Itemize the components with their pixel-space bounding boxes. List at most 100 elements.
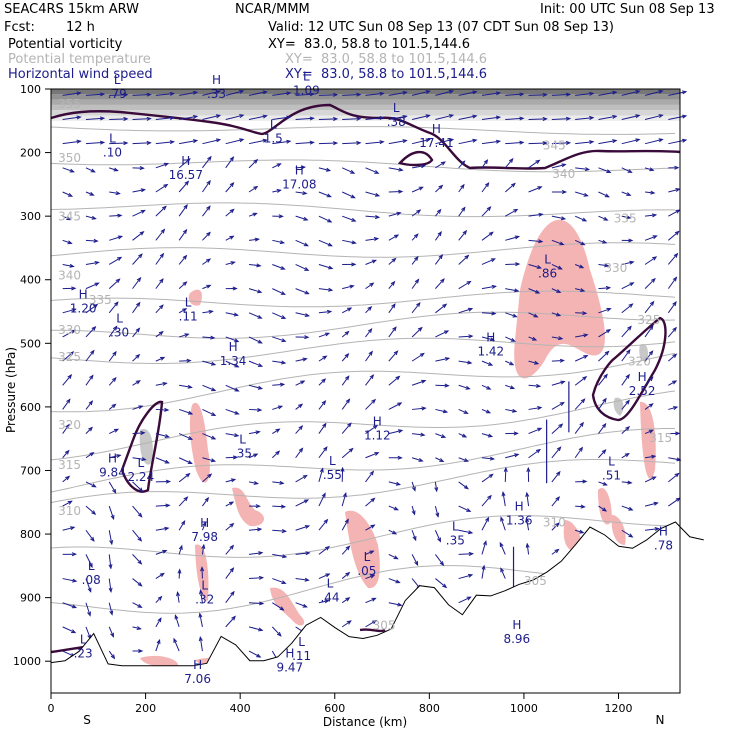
wind-vector-shaft	[481, 231, 494, 241]
wind-vector-head	[395, 481, 402, 486]
wind-vector-head	[628, 533, 634, 538]
wind-vector	[458, 254, 470, 265]
pv-shaded-region	[140, 655, 179, 667]
wind-vector	[248, 138, 268, 145]
wind-vector-shaft	[62, 329, 76, 338]
wind-vector	[202, 496, 210, 507]
wind-vector	[341, 545, 351, 555]
extremum-value: 1.42	[477, 345, 504, 359]
wind-vector-shaft	[365, 92, 384, 96]
wind-vector	[295, 380, 306, 386]
wind-vector-shaft	[225, 336, 239, 342]
wind-vector-head	[398, 189, 404, 194]
wind-vector-head	[199, 589, 204, 595]
wind-vector	[295, 116, 315, 121]
wind-vector	[481, 494, 492, 507]
wind-vector	[85, 215, 97, 220]
wind-vector	[528, 239, 544, 244]
wind-vector-head	[483, 159, 489, 165]
wind-vector-head	[460, 160, 466, 166]
wind-vector	[551, 401, 565, 410]
wind-vector	[388, 375, 401, 386]
wind-vector	[179, 90, 199, 96]
wind-vector-head	[580, 398, 586, 404]
wind-vector-shaft	[108, 530, 113, 545]
wind-vector-shaft	[644, 325, 654, 338]
wind-vector-shaft	[644, 476, 656, 483]
wind-vector-head	[673, 406, 679, 410]
wind-vector-shaft	[318, 423, 327, 434]
wind-vector-head	[234, 363, 240, 368]
wind-vector-head	[440, 161, 446, 166]
wind-vector-shaft	[528, 118, 547, 121]
wind-vector-head	[681, 90, 688, 95]
wind-vector	[388, 280, 396, 289]
theta-label: 330	[604, 261, 627, 275]
wind-vector-head	[425, 90, 431, 94]
theta-label: 305	[373, 618, 396, 632]
wind-vector-head	[146, 116, 152, 121]
wind-vector	[575, 115, 595, 121]
wind-vector-shaft	[526, 518, 530, 531]
x-left-end-label: S	[83, 713, 91, 727]
wind-vector-shaft	[621, 374, 630, 386]
wind-vector-shaft	[388, 505, 398, 511]
wind-vector	[155, 407, 170, 412]
wind-vector	[225, 522, 235, 531]
wind-vector-head	[185, 158, 191, 163]
wind-vector	[225, 384, 240, 392]
wind-vector-head	[501, 491, 506, 497]
wind-vector	[551, 116, 572, 121]
wind-vector	[202, 90, 222, 96]
wind-vector-shaft	[434, 481, 438, 492]
wind-vector	[341, 620, 352, 628]
wind-vector-head	[89, 374, 94, 380]
wind-vector	[318, 599, 330, 604]
wind-vector-head	[112, 488, 117, 494]
wind-vector	[365, 140, 385, 145]
wind-vector-head	[162, 205, 167, 211]
wind-vector-head	[460, 183, 465, 189]
wind-vector-head	[467, 307, 474, 312]
wind-vector-shaft	[411, 114, 430, 121]
wind-vector-head	[603, 373, 608, 379]
extremum-mark: L	[114, 73, 121, 87]
wind-vector-head	[91, 215, 97, 220]
wind-vector-head	[174, 614, 179, 620]
wind-vector	[179, 384, 193, 389]
wind-vector	[528, 312, 539, 318]
wind-vector	[248, 480, 259, 485]
wind-vector	[575, 479, 588, 484]
wind-vector-head	[602, 481, 608, 486]
wind-vector-shaft	[132, 189, 145, 193]
wind-vector	[155, 479, 172, 484]
wind-vector	[109, 92, 129, 97]
wind-vector-head	[280, 504, 287, 509]
wind-vector-head	[140, 209, 146, 214]
wind-vector-head	[146, 92, 152, 97]
wind-vector-shaft	[155, 253, 164, 265]
wind-vector	[132, 649, 144, 654]
wind-vector-shaft	[155, 550, 167, 555]
wind-vector	[225, 478, 237, 483]
wind-vector	[178, 544, 183, 555]
wind-vector-shaft	[365, 574, 375, 580]
theta-contour	[50, 202, 675, 218]
wind-vector-head	[159, 304, 164, 310]
wind-vector-head	[323, 518, 329, 524]
wind-vector	[248, 336, 263, 344]
wind-vector	[458, 408, 469, 414]
wind-vector-shaft	[132, 481, 143, 492]
wind-vector	[318, 263, 334, 270]
wind-vector-head	[233, 312, 239, 317]
wind-vector-head	[342, 491, 347, 498]
wind-vector-head	[370, 574, 376, 579]
wind-vector	[108, 481, 117, 494]
wind-vector	[388, 257, 397, 265]
wind-vector-shaft	[528, 159, 540, 169]
wind-vector	[621, 215, 632, 220]
wind-vector-shaft	[295, 358, 307, 362]
wind-vector	[272, 553, 288, 559]
wind-vector-head	[603, 216, 609, 221]
wind-vector-head	[169, 91, 175, 96]
